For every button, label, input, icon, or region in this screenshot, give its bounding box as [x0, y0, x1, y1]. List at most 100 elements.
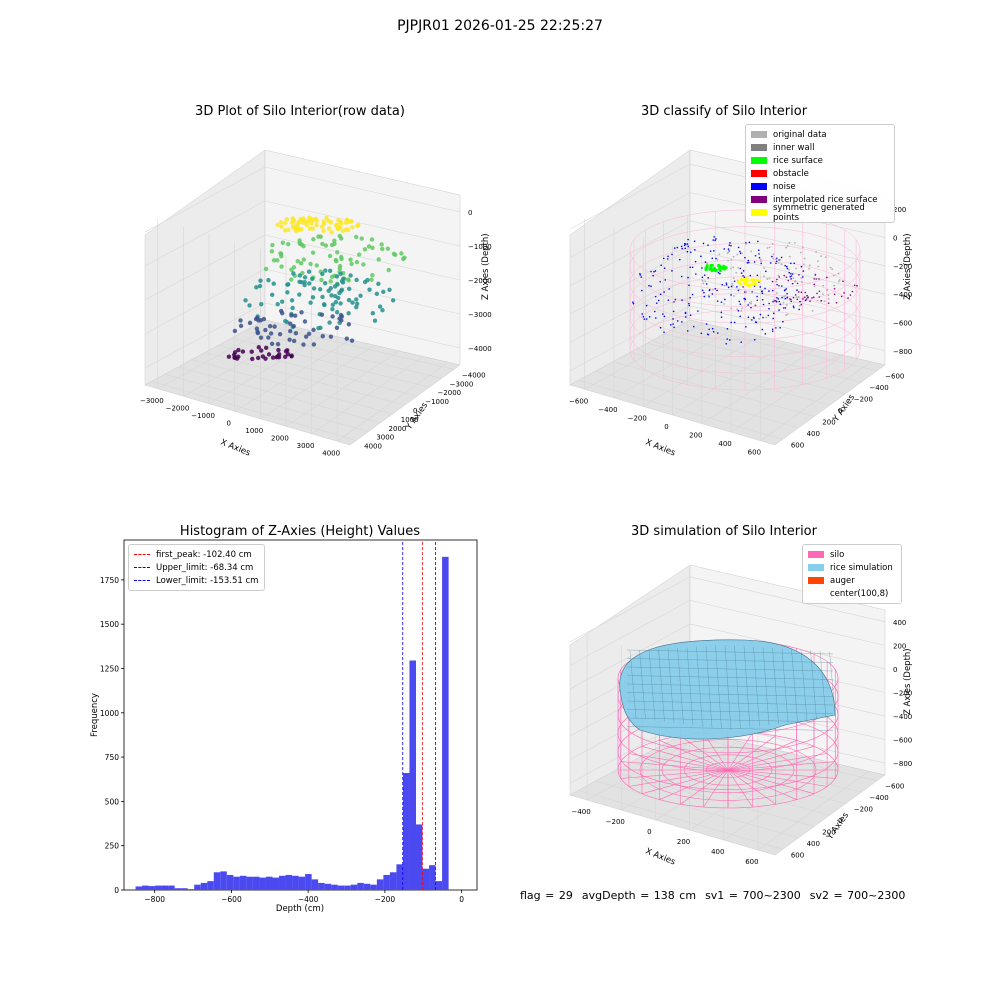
p1-point	[319, 312, 325, 317]
p2-point	[758, 253, 760, 255]
p2-point	[747, 259, 750, 262]
p2-point	[739, 303, 742, 305]
p2-point	[838, 279, 841, 281]
p1-point	[380, 246, 385, 252]
p2-point	[853, 284, 856, 287]
p2-point	[772, 299, 775, 302]
p2-point	[775, 292, 778, 294]
p2-point	[849, 294, 852, 296]
p1-point	[258, 278, 263, 283]
p4-x-tick-label: −200	[606, 818, 625, 826]
p2-point	[784, 289, 786, 291]
p2-point	[757, 249, 760, 252]
p2-point	[716, 300, 719, 302]
p1-point	[321, 302, 327, 307]
p2-z-tick-label: −600	[893, 320, 912, 328]
p2-legend-item: original data	[751, 128, 889, 141]
p4-x-tick-label: 0	[647, 828, 651, 836]
p1-z-tick-label: −2000	[468, 277, 492, 285]
p1-point	[284, 319, 290, 325]
p1-point	[287, 337, 292, 342]
p2-point	[833, 293, 836, 296]
histogram-bar	[285, 874, 293, 890]
p1-point	[339, 288, 344, 294]
p4-y-tick-label: 0	[838, 817, 842, 825]
p2-point	[687, 302, 690, 305]
p2-point	[840, 295, 843, 298]
p1-point	[350, 225, 355, 230]
p2-point	[788, 241, 791, 244]
p4-legend-item: auger	[808, 574, 896, 587]
p1-point	[271, 281, 276, 286]
p2-point	[782, 320, 784, 323]
p2-point	[726, 338, 728, 340]
p1-point	[275, 222, 280, 227]
p2-point	[711, 257, 714, 260]
p2-legend-item: interpolated rice surface	[751, 193, 889, 206]
p2-point	[780, 285, 783, 287]
p2-point	[673, 326, 675, 329]
histogram-bar	[344, 885, 351, 890]
p1-point	[311, 217, 316, 222]
p2-point	[772, 253, 775, 256]
p3-legend-item: Upper_limit: -68.34 cm	[134, 561, 259, 574]
p2-point	[729, 242, 731, 244]
p2-point	[820, 255, 823, 258]
p2-point	[815, 251, 817, 253]
p2-point	[743, 278, 747, 283]
p2-point	[800, 291, 803, 294]
p2-point	[663, 291, 665, 293]
p2-point	[686, 243, 689, 245]
p1-point	[297, 292, 302, 297]
histogram-bar	[429, 865, 436, 890]
p2-point	[743, 297, 745, 300]
p2-point	[743, 291, 746, 293]
p3-legend-swatch	[134, 554, 150, 555]
status-line: flag = 29 avgDepth = 138 cm sv1 = 700~23…	[520, 889, 905, 902]
p3-y-tick-label: 0	[114, 886, 119, 895]
p1-point	[354, 234, 359, 240]
p1-point	[286, 241, 291, 247]
p1-point	[254, 285, 259, 290]
p1-point	[301, 216, 306, 221]
p1-point	[283, 354, 288, 359]
p1-x-tick-label: −1000	[191, 412, 215, 420]
p2-point	[784, 297, 787, 300]
p2-point	[793, 241, 796, 244]
p2-point	[728, 244, 731, 246]
p1-x-tick-label: 4000	[322, 449, 340, 457]
p2-point	[812, 296, 815, 298]
p3-y-tick-label: 1000	[100, 709, 119, 718]
p2-point	[730, 285, 733, 288]
panel3-title: Histogram of Z-Axies (Height) Values	[179, 524, 421, 539]
p2-point	[684, 316, 687, 318]
p2-point	[804, 299, 807, 302]
p2-point	[788, 271, 791, 274]
p2-point	[785, 276, 788, 279]
p1-point	[257, 283, 263, 289]
p2-point	[650, 270, 652, 273]
p1-point	[311, 327, 316, 333]
p2-z-tick-label: −200	[893, 263, 912, 271]
p1-point	[328, 334, 334, 339]
p1-point	[335, 226, 341, 231]
p2-point	[760, 290, 763, 293]
p2-point	[683, 242, 686, 245]
histogram-bar	[396, 864, 403, 890]
p2-point	[712, 266, 717, 271]
p1-x-tick-label: 1000	[245, 427, 263, 435]
p1-point	[346, 311, 351, 316]
p2-point	[740, 341, 743, 344]
p1-point	[330, 306, 335, 312]
p2-point	[793, 306, 795, 309]
p2-point	[842, 280, 844, 283]
p1-point	[332, 238, 337, 243]
p2-point	[750, 302, 752, 305]
p2-point	[827, 302, 830, 304]
p1-point	[334, 325, 340, 330]
p2-point	[783, 296, 785, 298]
p3-plot-frame	[123, 539, 478, 891]
p2-point	[792, 305, 795, 308]
p4-x-tick-label: −400	[571, 808, 590, 816]
p2-point	[802, 276, 804, 278]
